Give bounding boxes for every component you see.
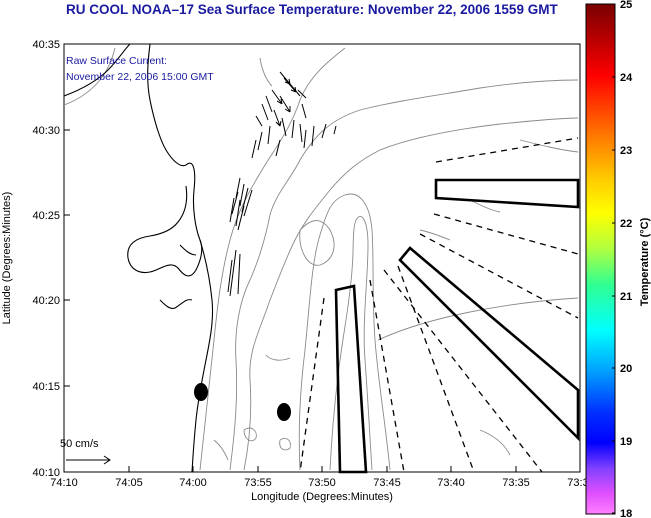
y-tick-label: 40:10	[32, 467, 60, 479]
y-tick-marks	[64, 43, 70, 473]
colorbar	[585, 3, 616, 515]
y-tick-label: 40:30	[32, 125, 60, 137]
colorbar-tick-label: 18	[620, 508, 632, 518]
scale-arrow	[66, 455, 111, 465]
y-tick-label: 40:35	[32, 39, 60, 51]
y-tick-label: 40:20	[32, 295, 60, 307]
bathymetry-contours	[63, 47, 579, 471]
dashed-transects	[299, 137, 579, 473]
colorbar-label: Temperature (°C)	[639, 217, 651, 306]
x-tick-label: 73:55	[244, 477, 272, 489]
colorbar-tick-label: 23	[620, 145, 632, 157]
x-tick-label: 74:05	[115, 477, 143, 489]
buoy-marker	[194, 383, 208, 401]
colorbar-tick-label: 22	[620, 218, 632, 230]
outlined-regions	[334, 178, 580, 474]
scale-label: 50 cm/s	[60, 438, 99, 450]
annotation-line2: November 22, 2006 15:00 GMT	[66, 71, 214, 83]
y-tick-label: 40:25	[32, 210, 60, 222]
x-tick-label: 73:35	[502, 477, 530, 489]
colorbar-tick-label: 19	[620, 436, 632, 448]
colorbar-tick-label: 20	[620, 363, 632, 375]
x-tick-label: 73:45	[373, 477, 401, 489]
y-tick-label: 40:15	[32, 381, 60, 393]
colorbar-tick-label: 24	[620, 72, 633, 84]
current-vectors	[227, 71, 337, 297]
colorbar-tick-label: 21	[620, 291, 632, 303]
map-title: RU COOL NOAA–17 Sea Surface Temperature:…	[66, 2, 558, 17]
plot-frame	[63, 43, 581, 473]
buoy-marker	[277, 403, 291, 421]
y-axis-label: Latitude (Degrees:Minutes)	[1, 192, 13, 325]
colorbar-tick-marks	[612, 3, 615, 514]
x-tick-label: 74:00	[179, 477, 207, 489]
x-tick-label: 73:40	[437, 477, 465, 489]
colorbar-tick-label: 25	[620, 0, 632, 11]
x-tick-label: 73:3	[567, 477, 588, 489]
x-tick-marks	[63, 466, 581, 472]
x-tick-label: 73:50	[308, 477, 336, 489]
annotation-line1: Raw Surface Current:	[66, 55, 167, 67]
x-axis-label: Longitude (Degrees:Minutes)	[251, 491, 393, 503]
x-tick-label: 74:10	[50, 477, 78, 489]
coastline	[63, 43, 214, 473]
